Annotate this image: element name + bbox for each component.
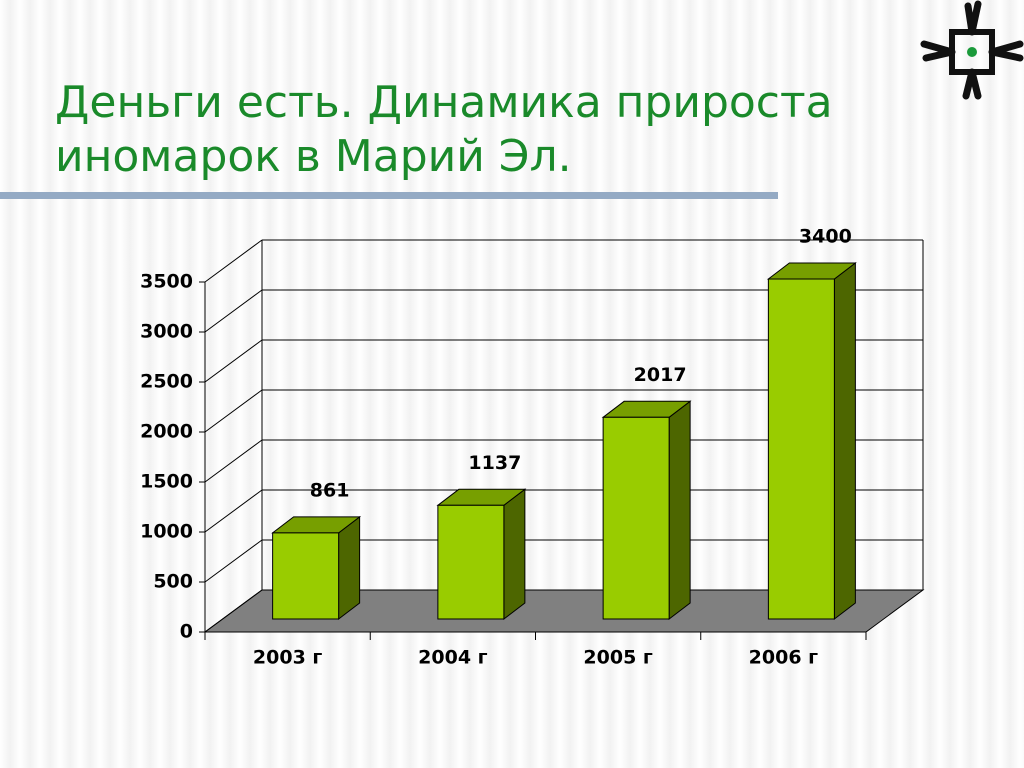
grid-line xyxy=(204,339,263,383)
value-label: 2017 xyxy=(634,364,687,386)
y-tick-label: 3500 xyxy=(140,271,193,293)
y-tick-label: 1500 xyxy=(140,471,193,493)
x-tick-label: 2006 г xyxy=(749,647,818,669)
bar-side xyxy=(503,488,526,621)
grid-line xyxy=(204,439,263,483)
grid-line xyxy=(204,389,263,433)
y-tick-label: 500 xyxy=(153,571,193,593)
value-label: 861 xyxy=(310,479,350,501)
bar-side xyxy=(668,400,691,621)
grid-line xyxy=(204,589,263,633)
bar xyxy=(272,532,340,620)
bar-side xyxy=(833,261,856,621)
y-tick-label: 2000 xyxy=(140,421,193,443)
grid-line xyxy=(204,489,263,533)
value-label: 1137 xyxy=(468,452,521,474)
grid-line xyxy=(204,239,263,283)
y-tick-label: 2500 xyxy=(140,371,193,393)
bar xyxy=(767,278,835,620)
grid-line xyxy=(204,289,263,333)
x-tick-label: 2003 г xyxy=(253,647,322,669)
bar-side xyxy=(338,515,361,621)
y-tick-label: 3000 xyxy=(140,321,193,343)
grid-line xyxy=(204,539,263,583)
logo xyxy=(920,0,1024,100)
y-tick-label: 1000 xyxy=(140,521,193,543)
x-tick-label: 2004 г xyxy=(418,647,487,669)
bar xyxy=(437,504,505,620)
value-label: 3400 xyxy=(799,226,852,248)
bar xyxy=(602,416,670,620)
title-underline xyxy=(0,192,778,199)
slide-title: Деньги есть. Динамика прироста иномарок … xyxy=(55,77,833,182)
y-tick-label: 0 xyxy=(180,621,193,643)
x-tick-label: 2005 г xyxy=(583,647,652,669)
